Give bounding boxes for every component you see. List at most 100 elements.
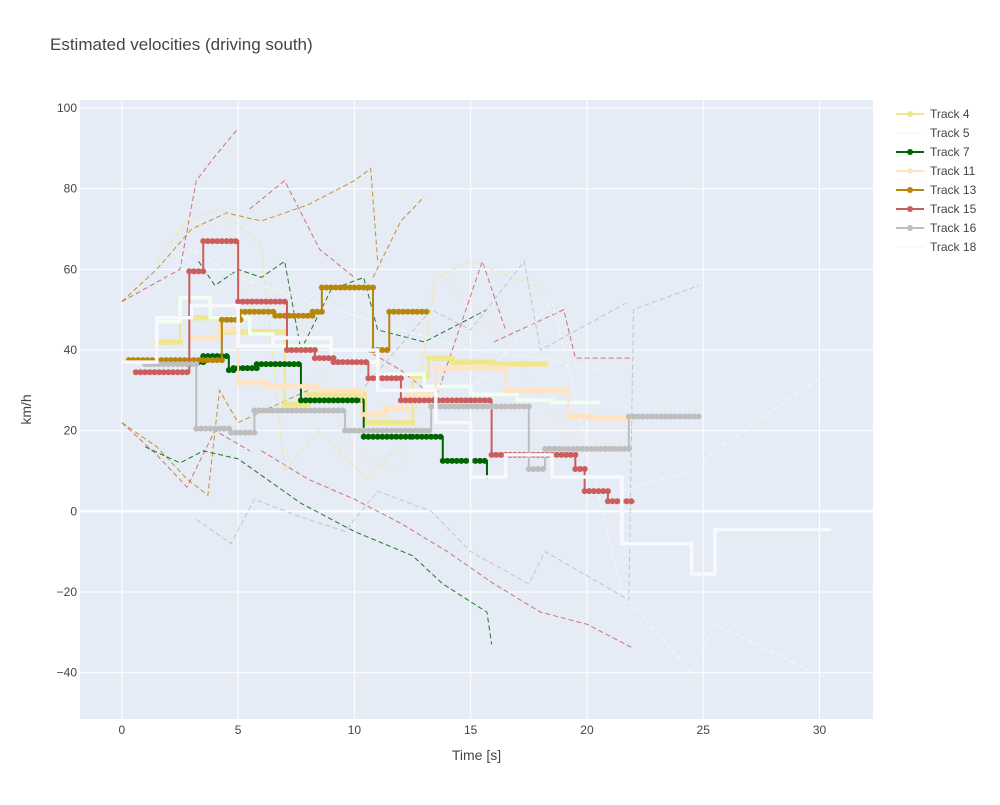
data-point: [537, 361, 544, 368]
legend-label: Track 4: [930, 107, 970, 121]
data-point: [321, 407, 328, 414]
data-point: [418, 391, 425, 398]
data-point: [449, 397, 456, 404]
data-point: [221, 425, 228, 432]
data-point: [258, 361, 265, 368]
prediction-line: [493, 308, 634, 359]
data-point: [365, 284, 372, 291]
data-point: [358, 411, 365, 418]
data-point: [400, 405, 407, 412]
data-point: [428, 391, 435, 398]
data-point: [290, 401, 297, 408]
series-track-13: [125, 284, 430, 364]
y-tick-label: 0: [70, 504, 77, 518]
data-point: [211, 334, 218, 341]
data-point: [574, 445, 581, 452]
data-point: [379, 433, 386, 440]
data-point: [339, 407, 346, 414]
data-point: [360, 427, 367, 434]
data-point: [476, 359, 483, 366]
data-point: [653, 413, 660, 420]
data-point: [523, 361, 530, 368]
data-point: [411, 397, 418, 404]
data-point: [476, 397, 483, 404]
prediction-line: [354, 260, 630, 399]
data-point: [223, 316, 230, 323]
data-point: [311, 347, 318, 354]
legend-item[interactable]: Track 13: [896, 183, 977, 197]
data-point: [330, 397, 337, 404]
data-point: [363, 411, 370, 418]
data-point: [228, 429, 235, 436]
data-point: [553, 387, 560, 394]
data-point: [542, 361, 549, 368]
data-point: [414, 391, 421, 398]
legend-item[interactable]: Track 15: [896, 202, 977, 216]
data-point: [344, 387, 351, 394]
data-point: [344, 397, 351, 404]
series-layer: [121, 238, 832, 576]
legend-item[interactable]: Track 5: [896, 126, 970, 140]
legend-item[interactable]: Track 7: [896, 145, 970, 159]
data-point: [583, 413, 590, 420]
data-point: [451, 365, 458, 372]
data-point: [425, 355, 432, 362]
data-point: [339, 397, 346, 404]
legend-label: Track 11: [930, 164, 976, 178]
data-point: [251, 429, 258, 436]
data-point: [318, 284, 325, 291]
data-point: [353, 387, 360, 394]
data-point: [400, 419, 407, 426]
data-point: [583, 445, 590, 452]
data-point: [402, 433, 409, 440]
legend-item[interactable]: Track 18: [896, 240, 977, 254]
data-point: [444, 397, 451, 404]
data-point: [488, 451, 495, 458]
data-point: [381, 411, 388, 418]
legend-item[interactable]: Track 16: [896, 221, 977, 235]
prediction-line: [121, 422, 251, 488]
data-point: [272, 298, 279, 305]
data-point: [535, 387, 542, 394]
data-point: [409, 308, 416, 315]
data-point: [649, 413, 656, 420]
prediction-line: [621, 369, 832, 492]
data-point: [242, 308, 249, 315]
data-point: [307, 347, 314, 354]
prediction-line: [121, 127, 239, 303]
data-point: [470, 365, 477, 372]
data-point: [207, 334, 214, 341]
legend-item[interactable]: Track 4: [896, 107, 970, 121]
data-point: [267, 298, 274, 305]
legend-item[interactable]: Track 11: [896, 164, 976, 178]
data-point: [183, 361, 190, 368]
data-point: [574, 413, 581, 420]
data-point: [463, 457, 470, 464]
data-point: [472, 359, 479, 366]
data-point: [137, 369, 144, 376]
data-point: [309, 383, 316, 390]
chart-title: Estimated velocities (driving south): [50, 35, 313, 54]
data-point: [283, 407, 290, 414]
legend-label: Track 13: [930, 183, 977, 197]
data-point: [195, 314, 202, 321]
data-point: [214, 238, 221, 245]
data-point: [223, 353, 230, 360]
data-point: [246, 429, 253, 436]
data-point: [290, 361, 297, 368]
data-point: [488, 403, 495, 410]
prediction-line: [121, 388, 309, 497]
legend-marker: [907, 206, 913, 212]
data-point: [423, 391, 430, 398]
data-point: [274, 407, 281, 414]
data-point: [330, 359, 337, 366]
data-point: [390, 419, 397, 426]
data-point: [309, 391, 316, 398]
data-point: [442, 365, 449, 372]
data-point: [579, 413, 586, 420]
data-point: [572, 451, 579, 458]
legend: Track 4 Track 5 Track 7 Track 11 Track 13 Tra…: [896, 107, 977, 254]
data-point: [281, 361, 288, 368]
data-point: [479, 403, 486, 410]
data-point: [393, 375, 400, 382]
